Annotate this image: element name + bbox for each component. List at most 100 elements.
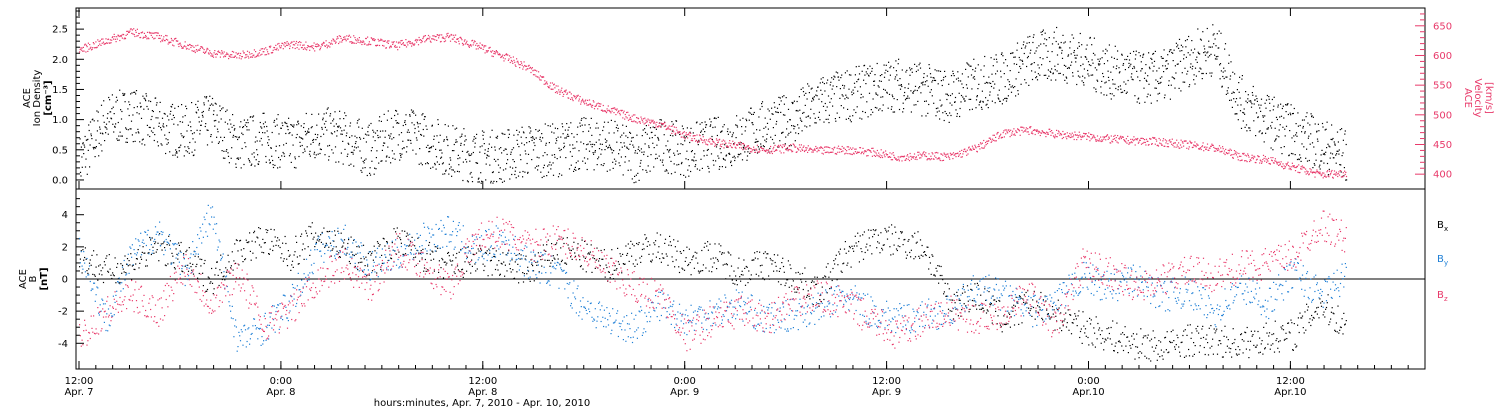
velocity-point [892,152,894,154]
density-point [1192,65,1194,67]
velocity-point [344,38,347,40]
density-point [1214,54,1216,56]
density-point [398,134,400,136]
density-point [155,104,158,106]
velocity-point [165,34,167,37]
density-point [728,152,730,154]
density-point [79,171,82,173]
density-point [328,155,330,158]
density-point [371,147,373,149]
density-point [1139,55,1141,57]
density-point [334,146,337,148]
density-point [858,73,861,75]
velocity-point [827,151,829,153]
velocity-point [1173,142,1175,144]
density-point [704,121,706,123]
velocity-point [99,40,101,42]
density-point [389,137,391,139]
density-point [99,132,102,134]
density-point [667,172,669,174]
velocity-point [729,145,731,147]
velocity-point [258,55,260,57]
velocity-point [1037,130,1039,132]
density-point [451,150,454,152]
density-point [655,153,657,155]
velocity-point [1245,155,1248,157]
density-point [1253,103,1255,105]
density-point [1097,58,1099,60]
velocity-point [167,43,169,45]
velocity-point [702,136,704,138]
velocity-point [1345,175,1348,178]
density-point [723,124,725,126]
velocity-point [438,37,440,39]
density-point [384,130,387,132]
velocity-point [586,104,588,106]
density-point [266,125,268,128]
density-point [472,151,474,154]
density-point [1083,68,1085,70]
density-point [1031,78,1034,81]
velocity-point [929,159,931,161]
density-point [1187,52,1189,54]
density-point [311,126,313,128]
velocity-point [410,43,412,45]
velocity-point [507,54,509,56]
density-point [894,76,897,78]
density-point [702,134,704,136]
velocity-point [1295,166,1297,169]
density-point [102,133,104,135]
density-point [872,111,874,113]
density-point [685,136,688,138]
density-point [843,87,845,89]
density-point [974,70,976,72]
velocity-point [400,40,402,42]
density-point [126,137,128,140]
velocity-point [1170,141,1172,143]
density-point [330,122,332,124]
density-point [1010,52,1012,55]
density-point [208,107,210,109]
velocity-point [1079,136,1082,138]
density-point [126,141,128,143]
density-point [731,164,733,167]
density-point [1179,50,1181,52]
density-point [969,109,971,111]
velocity-point [223,56,225,58]
velocity-point [1289,166,1291,168]
velocity-point [1209,147,1211,149]
velocity-point [767,150,769,152]
density-point [424,116,426,118]
density-point [680,173,682,176]
velocity-point [1264,156,1266,158]
density-point [299,141,301,143]
density-point [995,54,997,56]
density-point [1191,68,1193,70]
density-point [481,145,483,147]
velocity-point [283,44,285,46]
density-point [974,78,976,80]
velocity-point [556,91,558,93]
density-point [829,101,831,103]
density-point [480,172,482,174]
density-point [671,130,673,132]
density-point [374,167,376,169]
velocity-point [1259,159,1261,161]
density-point [1214,38,1216,40]
velocity-point [943,152,945,154]
velocity-point [1002,132,1004,134]
velocity-point [1220,151,1222,153]
velocity-point [1200,147,1202,149]
density-point [975,99,978,101]
density-point [626,146,628,148]
density-point [1040,43,1042,45]
velocity-point [1337,175,1339,178]
density-point [748,119,750,121]
density-point [558,147,560,149]
density-point [1103,94,1105,96]
density-point [1068,66,1070,69]
velocity-point [1011,132,1013,134]
velocity-point [532,70,534,72]
velocity-point [289,45,291,47]
density-point [639,165,641,167]
